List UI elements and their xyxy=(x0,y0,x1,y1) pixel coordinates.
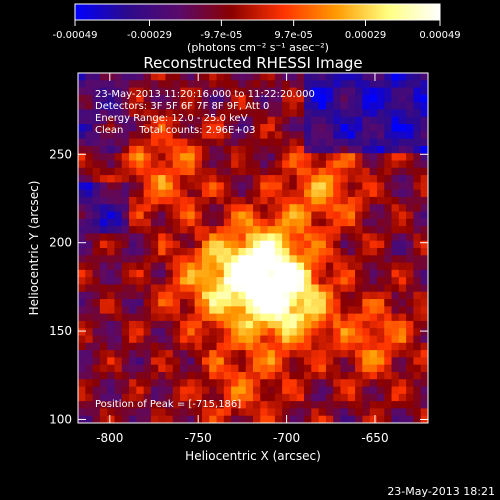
x-axis-label: Heliocentric X (arcsec) xyxy=(185,449,321,463)
info-energy-range: Energy Range: 12.0 - 25.0 keV xyxy=(95,113,248,124)
y-tick-label: 150 xyxy=(49,324,72,338)
colorbar-tick-label: -0.00049 xyxy=(53,30,98,41)
colorbar-tick-label: 0.00049 xyxy=(419,30,460,41)
plot-timestamp: 23-May-2013 18:21 xyxy=(387,485,495,498)
y-tick-label: 250 xyxy=(49,147,72,161)
plot-frame xyxy=(77,72,429,424)
colorbar-units-label: (photons cm⁻² s⁻¹ asec⁻²) xyxy=(187,41,329,54)
info-clean-counts: Clean Total counts: 2.96E+03 xyxy=(95,125,255,136)
colorbar-tick-label: 9.7e-05 xyxy=(274,30,312,41)
y-tick-label: 200 xyxy=(49,236,72,250)
colorbar xyxy=(74,3,441,21)
y-tick-label: 100 xyxy=(49,412,72,426)
x-tick-label: -800 xyxy=(96,431,123,445)
info-time-range: 23-May-2013 11:20:16.000 to 11:22:20.000 xyxy=(95,89,315,100)
chart-title: Reconstructed RHESSI Image xyxy=(143,54,362,72)
heatmap-image xyxy=(78,73,428,423)
colorbar-tick-label: 0.00029 xyxy=(345,30,386,41)
colorbar-tick-label: -0.00029 xyxy=(127,30,172,41)
x-tick-label: -750 xyxy=(185,431,212,445)
colorbar-tick-label: -9.7e-05 xyxy=(200,30,242,41)
y-axis-label: Heliocentric Y (arcsec) xyxy=(27,181,41,316)
x-tick-label: -700 xyxy=(273,431,300,445)
info-detectors: Detectors: 3F 5F 6F 7F 8F 9F, Att 0 xyxy=(95,101,269,112)
x-tick-label: -650 xyxy=(361,431,388,445)
peak-position-label: Position of Peak = [-715,186] xyxy=(95,399,241,410)
